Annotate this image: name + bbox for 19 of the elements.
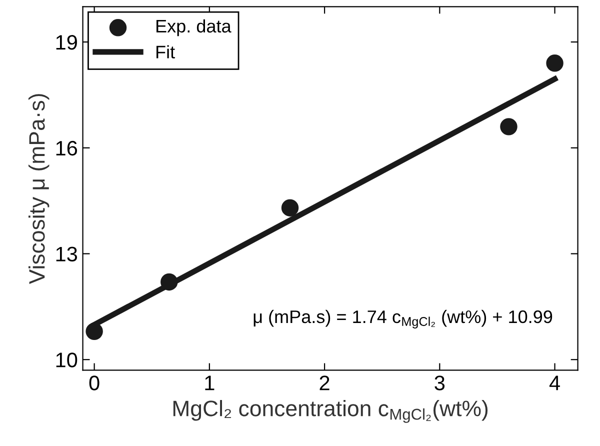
x-tick-label: 0 (89, 376, 100, 390)
y-tick-label: 16 (56, 140, 78, 156)
x-tick-label: 3 (434, 376, 445, 390)
y-tick-label: 19 (56, 34, 77, 50)
annotation: μ (mPa.s) = 1.74 c$_{MgCl₂}$ (wt%) + 10.99 (254, 310, 552, 328)
point (281, 199, 299, 216)
x-tick-label: 4 (549, 376, 560, 390)
y-axis-title: Viscosity μ (mPa·s) (28, 94, 50, 284)
x-tick-label: 1 (205, 376, 214, 390)
y-tick-label: 13 (56, 246, 78, 262)
x-tick-label: 2 (320, 376, 330, 390)
point (160, 273, 178, 291)
point (500, 118, 518, 136)
point (86, 322, 103, 340)
legend-label: Fit (156, 45, 175, 58)
y-tick-label: 10 (56, 352, 78, 368)
x-axis-title: MgCl₂ concentration c$_{MgCl₂}$(wt%) (173, 400, 488, 423)
legend-label: Exp. data (156, 19, 232, 36)
point (546, 54, 564, 72)
